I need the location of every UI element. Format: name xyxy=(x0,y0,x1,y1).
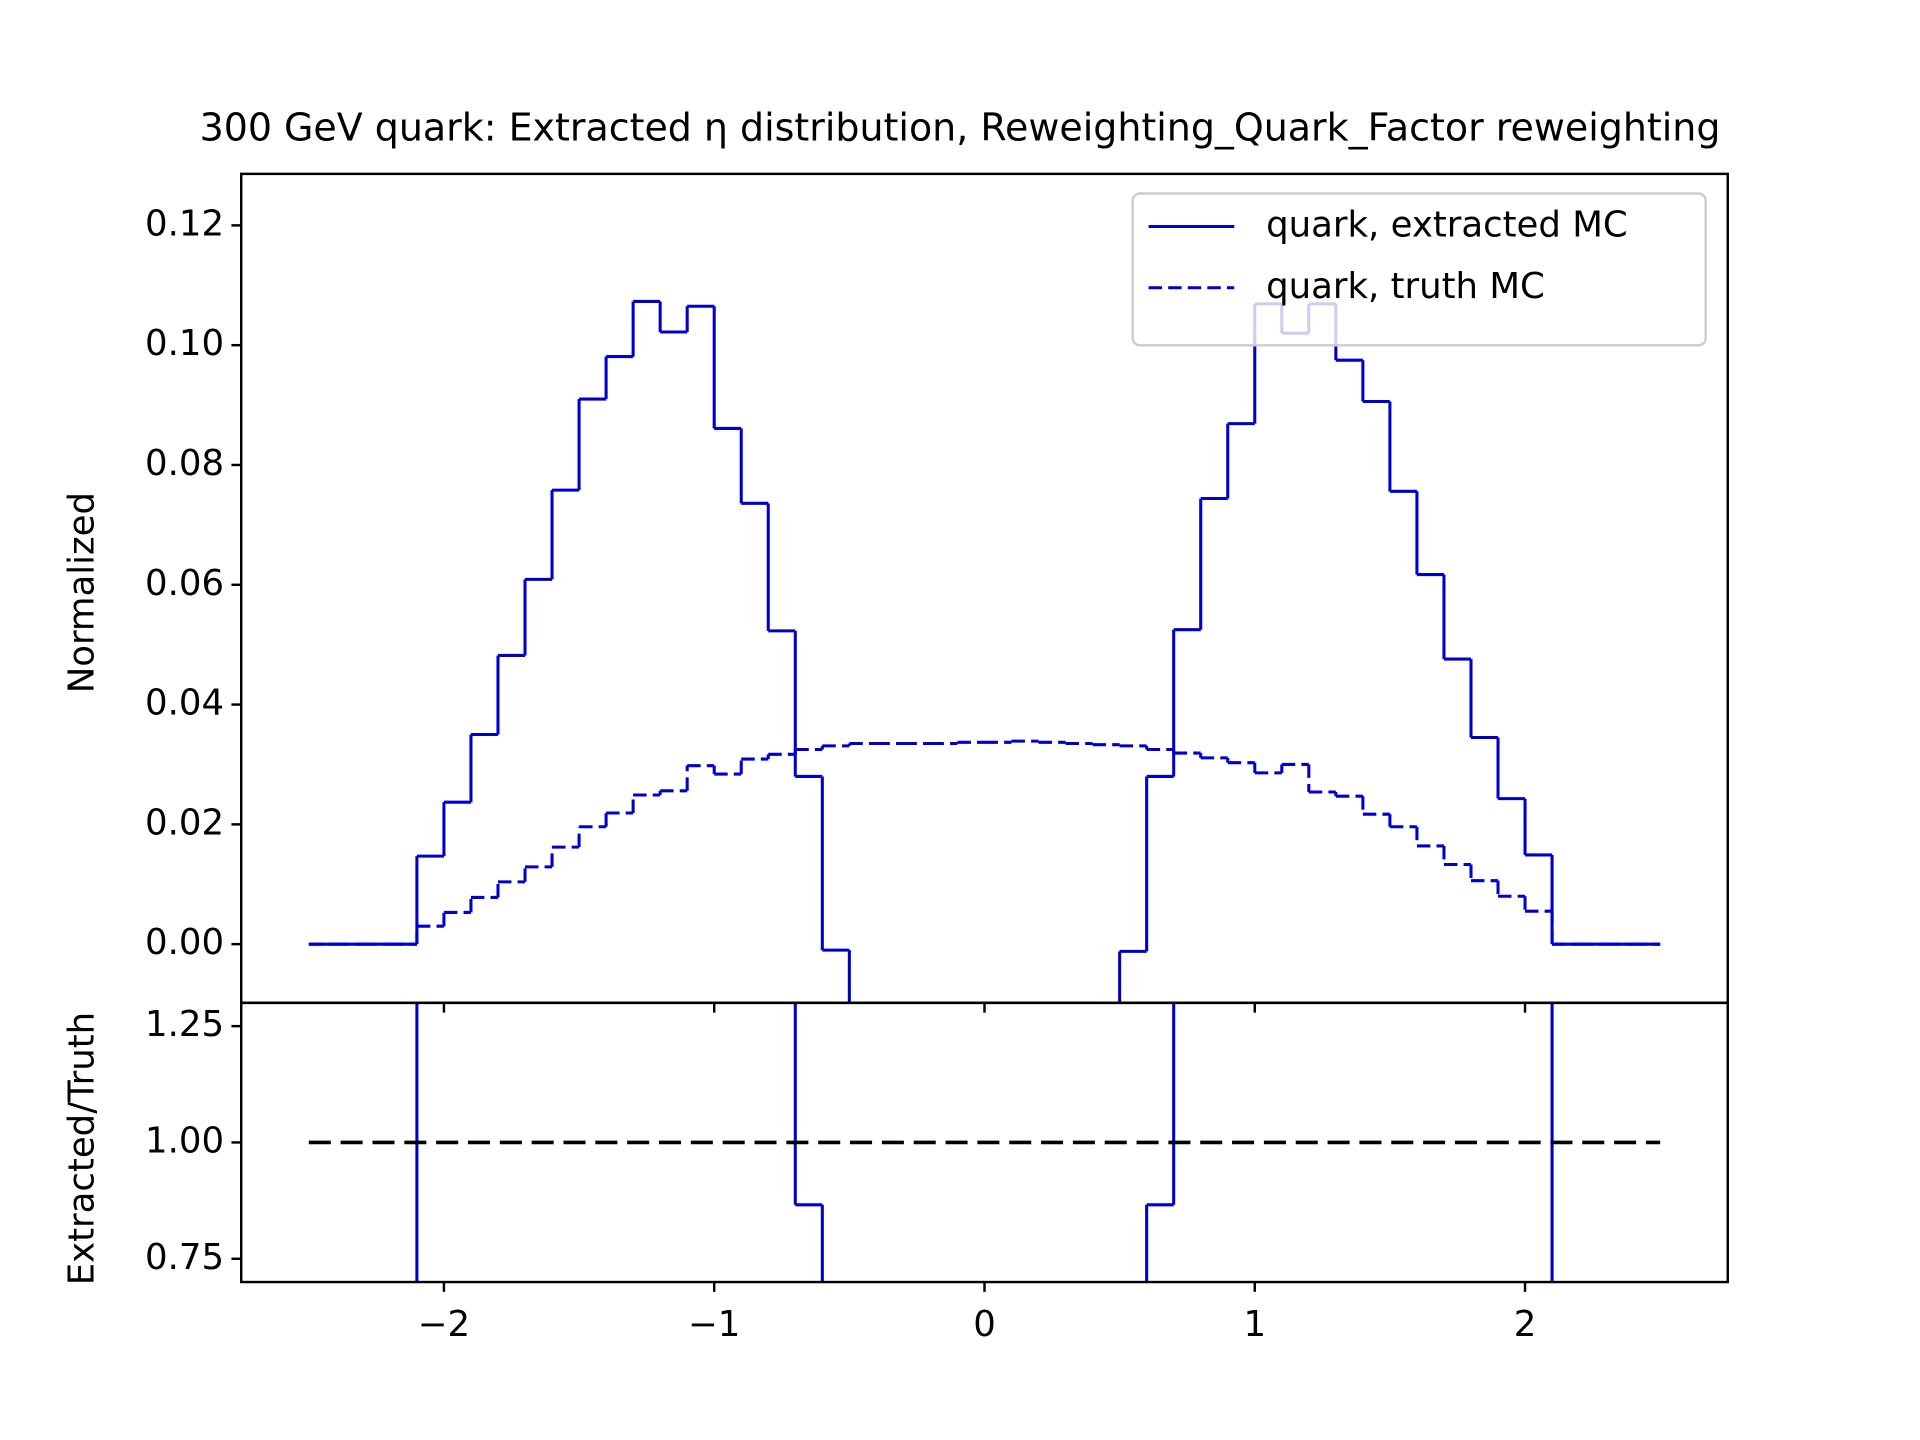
y-tick-label: 0.10 xyxy=(145,323,224,364)
y-tick-label: 0.12 xyxy=(145,203,224,244)
legend-box xyxy=(1131,192,1707,347)
chart-title: 300 GeV quark: Extracted η distribution,… xyxy=(200,105,1721,149)
x-tick-label: −2 xyxy=(418,1304,470,1345)
plot-area xyxy=(308,1002,1661,1283)
y-tick-label: 0.04 xyxy=(145,683,224,724)
y-tick-label: 0.06 xyxy=(145,563,224,604)
legend-label: quark, truth MC xyxy=(1266,266,1545,307)
y-tick-label: 1.25 xyxy=(145,1004,224,1045)
y-tick-label: 1.00 xyxy=(145,1120,224,1161)
y-axis-label: Normalized xyxy=(61,492,102,693)
y-tick-label: 0.08 xyxy=(145,443,224,484)
x-tick-label: 2 xyxy=(1514,1304,1537,1345)
y-axis-label: Extracted/Truth xyxy=(61,1012,102,1285)
x-tick-label: 1 xyxy=(1243,1304,1266,1345)
legend-label: quark, extracted MC xyxy=(1266,205,1628,246)
y-tick-label: 0.02 xyxy=(145,802,224,843)
x-tick-label: 0 xyxy=(973,1304,996,1345)
y-tick-label: 0.00 xyxy=(145,922,224,963)
x-tick-label: −1 xyxy=(688,1304,740,1345)
plot-area xyxy=(308,299,1661,1003)
y-tick-label: 0.75 xyxy=(145,1237,224,1278)
